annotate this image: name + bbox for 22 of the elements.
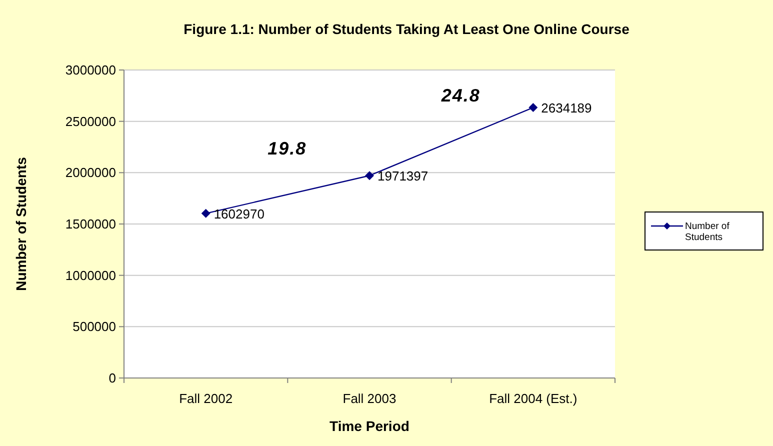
x-axis-title: Time Period: [330, 418, 410, 434]
point: [201, 208, 210, 218]
y-axis-title: Number of Students: [13, 156, 29, 291]
y-tick-label: 500000: [72, 319, 116, 334]
data-label: 2634189: [541, 100, 592, 116]
y-tick-label: 1000000: [65, 268, 116, 283]
annotation: 24.8: [440, 86, 480, 106]
data-label: 1971397: [378, 168, 428, 184]
data-label: 1602970: [214, 206, 264, 222]
legend-label: Number of Students: [685, 221, 730, 243]
y-tick-label: 3000000: [65, 62, 116, 78]
point: [365, 171, 374, 180]
y-tick-label: 2500000: [65, 114, 116, 129]
x-tick-label: Fall 2002: [179, 391, 233, 406]
annotation: 19.8: [268, 138, 307, 159]
y-tick-label: 0: [108, 370, 116, 386]
point: [528, 103, 538, 112]
y-tick-label: 2000000: [65, 165, 116, 180]
x-tick-label: Fall 2003: [342, 391, 396, 406]
chart-title: Figure 1.1: Number of Students Taking At Least One Online Course: [184, 21, 630, 37]
y-tick-label: 1500000: [65, 216, 116, 232]
x-tick-label: Fall 2004 (Est.): [489, 391, 578, 406]
